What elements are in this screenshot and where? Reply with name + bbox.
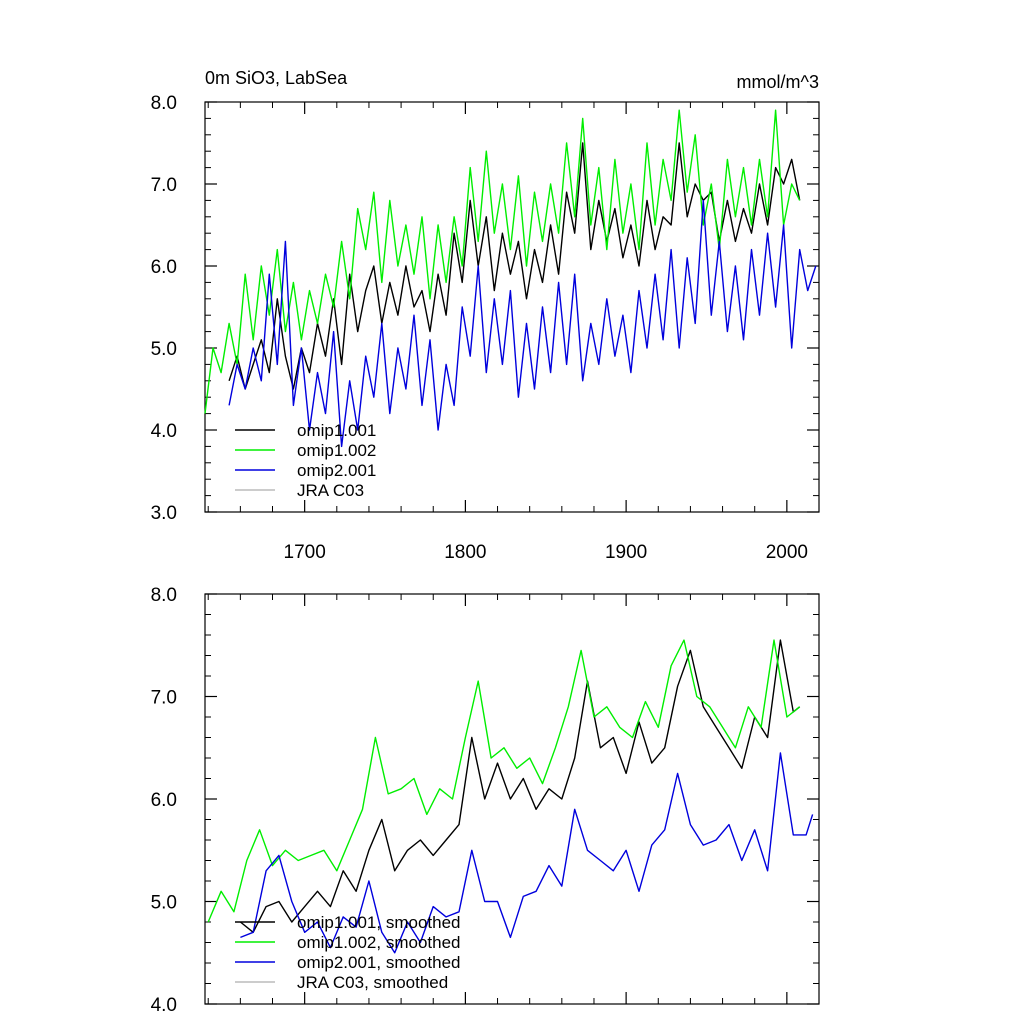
top-chart-title: 0m SiO3, LabSea — [205, 68, 348, 88]
top-ytick-label: 5.0 — [151, 339, 177, 360]
bottom-ytick-label: 6.0 — [151, 790, 177, 811]
bottom-ytick-label: 4.0 — [151, 995, 177, 1016]
top-ytick-label: 3.0 — [151, 503, 177, 524]
top-xtick-label: 1700 — [284, 542, 326, 563]
bottom-ytick-label: 5.0 — [151, 893, 177, 914]
top-series — [204, 109, 817, 448]
bottom-legend-label: omip2.001, smoothed — [297, 953, 461, 972]
top-chart-units: mmol/m^3 — [737, 72, 819, 92]
bottom-ytick-label: 8.0 — [151, 585, 177, 606]
bottom-legend-label: omip1.001, smoothed — [297, 913, 461, 932]
bottom-series — [207, 639, 814, 954]
bottom-panel: 4.0 5.0 6.0 7.0 8.0 omip1.001, smoothedomip1… — [151, 585, 820, 1016]
top-ytick-label: 7.0 — [151, 175, 177, 196]
bottom-x-ticks — [207, 594, 820, 1004]
bottom-series-line-1 — [239, 639, 801, 933]
top-ytick-label: 6.0 — [151, 257, 177, 278]
top-panel: 0m SiO3, LabSea mmol/m^3 3.0 4.0 5.0 6.0 7.0… — [151, 68, 820, 563]
top-legend-label: omip1.001 — [297, 421, 376, 440]
top-ytick-label: 8.0 — [151, 93, 177, 114]
bottom-y-ticks: 4.0 5.0 6.0 7.0 8.0 — [151, 585, 819, 1016]
top-xtick-label: 2000 — [766, 542, 808, 563]
top-legend-label: omip1.002 — [297, 441, 376, 460]
top-ytick-label: 4.0 — [151, 421, 177, 442]
bottom-series-line-3 — [240, 752, 814, 954]
bottom-series-line-2 — [207, 639, 801, 923]
top-legend-label: JRA C03 — [297, 481, 364, 500]
top-xtick-label: 1900 — [605, 542, 647, 563]
top-x-ticks: 1700 1800 1900 2000 — [207, 102, 820, 563]
top-plot-frame — [204, 101, 820, 513]
top-series-line-3 — [228, 199, 817, 448]
top-series-line-2 — [204, 109, 801, 414]
bottom-legend-label: omip1.002, smoothed — [297, 933, 461, 952]
bottom-legend-label: JRA C03, smoothed — [297, 973, 448, 992]
top-legend-label: omip2.001 — [297, 461, 376, 480]
top-series-line-1 — [228, 142, 801, 390]
top-xtick-label: 1800 — [444, 542, 486, 563]
top-y-ticks: 3.0 4.0 5.0 6.0 7.0 8.0 — [151, 93, 819, 524]
bottom-ytick-label: 7.0 — [151, 688, 177, 709]
